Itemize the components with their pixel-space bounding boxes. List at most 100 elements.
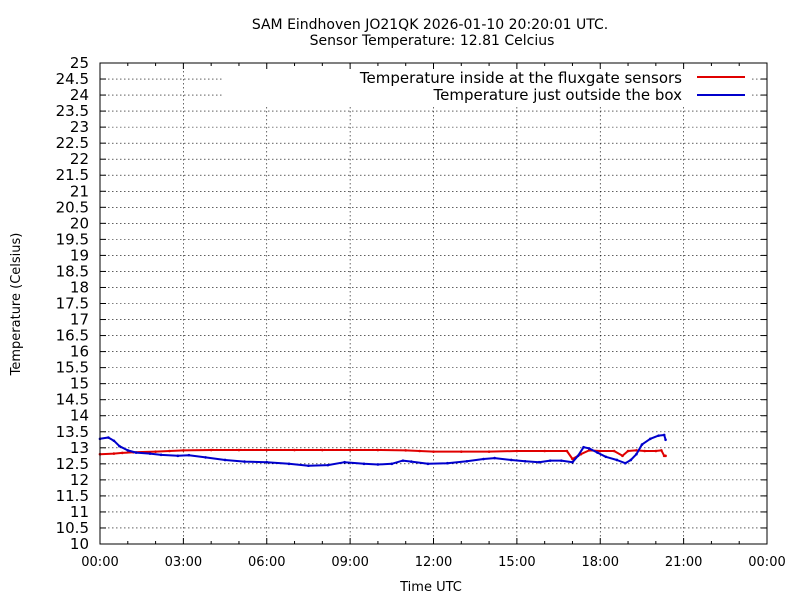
data-point-inside <box>543 449 546 453</box>
y-tick-label: 21 <box>70 182 89 200</box>
data-point-outside <box>223 458 227 462</box>
y-tick-label: 11 <box>70 503 89 521</box>
data-point-inside <box>626 449 630 453</box>
legend-label-outside: Temperature just outside the box <box>433 86 683 104</box>
data-point-outside <box>401 459 405 462</box>
x-tick-label: 06:00 <box>248 555 285 570</box>
plot-border <box>99 62 768 545</box>
data-point-outside <box>548 459 552 462</box>
data-point-outside <box>112 439 116 443</box>
data-point-inside <box>598 449 602 453</box>
data-point-outside <box>118 444 121 448</box>
data-point-outside <box>493 456 496 460</box>
data-point-outside <box>664 438 667 442</box>
data-point-inside <box>459 450 463 453</box>
data-point-inside <box>432 450 435 453</box>
y-tick-label: 15.5 <box>56 359 89 377</box>
y-tick-label: 20 <box>70 214 89 232</box>
y-tick-label: 14.5 <box>56 391 89 409</box>
data-point-outside <box>604 455 608 459</box>
x-tick-label: 12:00 <box>415 555 452 570</box>
data-point-outside <box>662 433 666 437</box>
data-point-inside <box>376 448 380 452</box>
data-point-inside <box>120 451 124 455</box>
y-tick-label: 22.5 <box>56 134 89 152</box>
y-tick-label: 15 <box>70 375 89 393</box>
data-point-inside <box>182 449 185 452</box>
data-point-outside <box>582 445 585 449</box>
data-point-outside <box>465 459 469 463</box>
y-tick-label: 23 <box>70 118 89 136</box>
y-tick-label: 24 <box>70 86 89 104</box>
data-point-outside <box>409 460 413 463</box>
data-point-outside <box>148 452 152 455</box>
data-point-outside <box>376 463 380 466</box>
y-tick-label: 14 <box>70 407 89 425</box>
legend: Temperature inside at the fluxgate senso… <box>359 69 745 104</box>
y-tick-label: 17.5 <box>56 295 89 313</box>
data-point-inside <box>565 449 569 453</box>
data-point-outside <box>243 460 246 463</box>
y-tick-label: 16 <box>70 343 89 361</box>
x-tick-label: 21:00 <box>665 555 702 570</box>
data-point-outside <box>426 462 430 466</box>
series-layer <box>98 433 667 468</box>
data-point-outside <box>343 460 346 464</box>
y-tick-label: 16.5 <box>56 327 89 345</box>
y-tick-label: 10.5 <box>56 519 89 537</box>
series-line-outside <box>99 434 667 467</box>
data-point-outside <box>187 453 191 457</box>
legend-box <box>222 66 752 106</box>
y-axis-ticks: 1010.51111.51212.51313.51414.51515.51616… <box>56 54 767 553</box>
data-point-outside <box>537 460 541 464</box>
data-point-inside <box>321 448 324 452</box>
chart-title: SAM Eindhoven JO21QK 2026-01-10 20:20:01… <box>252 17 608 33</box>
x-tick-label: 15:00 <box>498 555 535 570</box>
x-tick-label: 00:00 <box>748 555 785 570</box>
data-point-outside <box>126 449 130 452</box>
chart-subtitle: Sensor Temperature: 12.81 Celcius <box>310 33 555 49</box>
data-point-outside <box>587 447 591 450</box>
data-point-inside <box>265 448 269 452</box>
data-point-outside <box>446 461 449 465</box>
legend-background <box>222 66 752 106</box>
data-point-outside <box>265 460 269 464</box>
y-tick-label: 19.5 <box>56 230 89 248</box>
data-point-outside <box>576 454 580 458</box>
data-point-inside <box>612 449 616 453</box>
data-point-outside <box>560 459 563 462</box>
data-point-outside <box>635 452 638 456</box>
y-tick-label: 21.5 <box>56 166 89 184</box>
data-point-inside <box>293 448 296 452</box>
data-point-outside <box>390 462 394 466</box>
y-tick-label: 24.5 <box>56 70 89 88</box>
data-point-inside <box>404 449 408 452</box>
data-point-outside <box>596 451 599 454</box>
y-tick-label: 13.5 <box>56 423 89 441</box>
data-point-inside <box>154 450 157 453</box>
data-point-outside <box>657 434 660 437</box>
data-point-inside <box>621 454 624 458</box>
data-point-outside <box>307 464 310 468</box>
x-axis-label: Time UTC <box>399 580 462 595</box>
data-point-outside <box>107 436 110 439</box>
data-point-inside <box>209 448 213 452</box>
y-tick-label: 10 <box>70 535 89 553</box>
data-point-outside <box>287 462 291 466</box>
data-point-inside <box>515 449 519 453</box>
data-point-outside <box>571 460 574 464</box>
data-point-outside <box>326 463 330 467</box>
data-point-outside <box>176 454 180 458</box>
data-point-outside <box>510 458 513 462</box>
y-tick-label: 11.5 <box>56 487 89 505</box>
y-tick-label: 18.5 <box>56 262 89 280</box>
data-point-outside <box>640 443 644 446</box>
data-point-inside <box>635 449 638 452</box>
x-tick-label: 03:00 <box>165 555 202 570</box>
data-point-inside <box>487 450 491 453</box>
y-tick-label: 12 <box>70 471 89 489</box>
x-tick-label: 09:00 <box>331 555 368 570</box>
y-tick-label: 23.5 <box>56 102 89 120</box>
y-tick-label: 18 <box>70 278 89 296</box>
y-tick-label: 20.5 <box>56 198 89 216</box>
